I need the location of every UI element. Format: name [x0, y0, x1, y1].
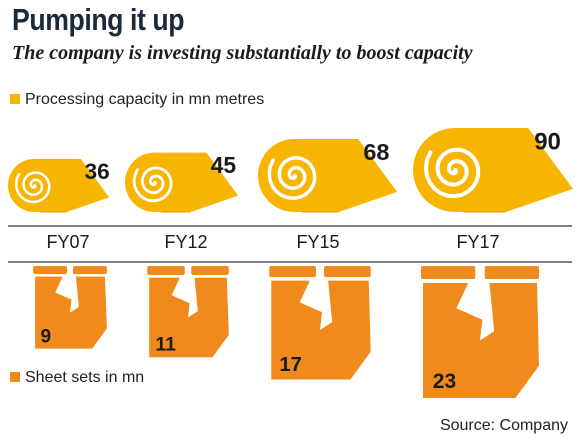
sheet-icons: 9 11 17 23 — [33, 266, 539, 398]
sheet-body — [423, 283, 539, 398]
category-label-fy12: FY12 — [164, 232, 207, 252]
roll-spiral — [423, 147, 481, 199]
sheet-set-fy15: 17 — [269, 266, 371, 380]
sheets-value-fy15: 17 — [279, 354, 302, 376]
roll-spiral — [132, 166, 173, 203]
capacity-roll-fy12: 45 — [125, 152, 239, 213]
sheet-tab-left — [421, 266, 476, 279]
legend-capacity-swatch — [10, 93, 20, 104]
legend-sheets-swatch — [10, 371, 20, 382]
capacity-value-fy17: 90 — [534, 129, 561, 156]
legend-sheets: Sheet sets in mn — [10, 369, 144, 387]
category-label-fy17: FY17 — [456, 232, 499, 252]
sheet-body — [149, 277, 229, 358]
chart-subtitle: The company is investing substantially t… — [12, 42, 473, 64]
sheets-value-fy12: 11 — [155, 333, 176, 355]
sheet-tab-left — [147, 266, 185, 275]
category-label-fy15: FY15 — [296, 232, 339, 252]
sheet-body — [35, 276, 107, 349]
legend-capacity-label: Processing capacity in mn metres — [25, 91, 265, 108]
source-note: Source: Company — [439, 417, 568, 434]
category-label-fy07: FY07 — [46, 232, 89, 252]
sheet-tab-right — [484, 266, 539, 279]
capacity-roll-fy07: 36 — [8, 158, 110, 213]
capacity-value-fy15: 68 — [363, 139, 389, 165]
sheet-tab-right — [191, 266, 229, 275]
legend-sheets-label: Sheet sets in mn — [25, 369, 145, 386]
sheets-value-fy17: 23 — [433, 370, 456, 393]
sheet-tab-right — [324, 266, 371, 278]
capacity-roll-fy17: 90 — [413, 128, 573, 213]
legend-capacity: Processing capacity in mn metres — [10, 91, 264, 109]
capacity-value-fy12: 45 — [211, 152, 237, 178]
capacity-rolls: 36 45 68 90 — [8, 128, 573, 213]
sheet-set-fy07: 9 — [33, 266, 107, 349]
sheet-tab-right — [72, 266, 107, 275]
category-labels: FY07 FY12 FY15 FY17 — [46, 232, 499, 252]
sheet-tab-left — [33, 266, 68, 275]
sheet-tab-left — [269, 266, 316, 278]
sheets-value-fy07: 9 — [40, 326, 51, 347]
chart-title: Pumping it up — [12, 2, 185, 37]
sheet-body — [271, 280, 371, 380]
capacity-value-fy07: 36 — [85, 159, 110, 184]
capacity-roll-fy15: 68 — [258, 138, 398, 213]
roll-spiral — [14, 171, 51, 204]
sheet-set-fy12: 11 — [147, 266, 229, 358]
sheet-set-fy17: 23 — [421, 266, 539, 398]
roll-spiral — [267, 156, 317, 201]
